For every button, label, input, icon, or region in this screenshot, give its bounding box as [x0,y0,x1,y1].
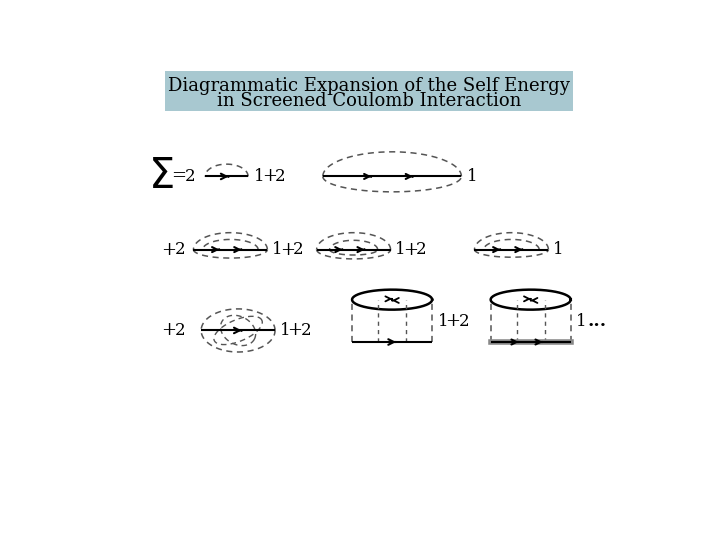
Text: =: = [171,167,186,185]
Text: 2: 2 [293,241,303,258]
Text: 1: 1 [438,313,449,330]
Text: +: + [262,167,277,185]
Text: 2: 2 [185,168,196,185]
FancyBboxPatch shape [165,71,573,111]
Text: $\Sigma$: $\Sigma$ [148,156,174,198]
Text: 1: 1 [272,241,283,258]
Text: Diagrammatic Expansion of the Self Energy: Diagrammatic Expansion of the Self Energ… [168,77,570,94]
Text: 1: 1 [253,168,264,185]
Text: +: + [161,241,176,259]
Text: 1: 1 [575,313,586,330]
Text: +: + [287,321,302,340]
Text: 2: 2 [175,241,186,258]
Text: 1: 1 [553,241,564,258]
Text: +: + [403,241,418,259]
Text: ...: ... [588,312,607,330]
Text: 2: 2 [416,241,427,258]
Text: 2: 2 [459,313,469,330]
Text: +: + [280,241,295,259]
Text: 1: 1 [280,322,290,339]
Text: 1: 1 [467,168,477,185]
Text: +: + [446,312,460,330]
Text: +: + [161,321,176,340]
Text: 2: 2 [300,322,311,339]
Text: 1: 1 [395,241,406,258]
Text: in Screened Coulomb Interaction: in Screened Coulomb Interaction [217,92,521,110]
Text: 2: 2 [275,168,286,185]
Text: 2: 2 [175,322,186,339]
